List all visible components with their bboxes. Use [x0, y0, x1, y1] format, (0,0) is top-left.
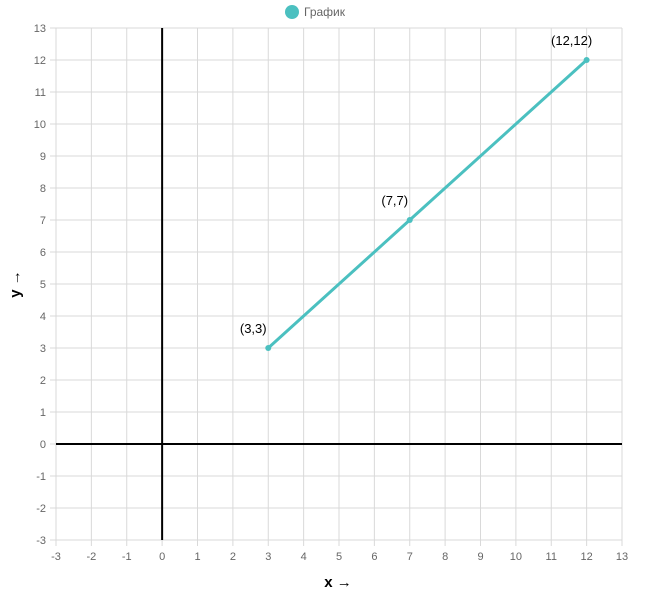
x-tick-label: 10 — [510, 551, 522, 563]
y-tick-label: 13 — [34, 23, 46, 35]
x-tick-label: -2 — [86, 551, 96, 563]
y-tick-label: -3 — [36, 535, 46, 547]
data-point[interactable] — [406, 217, 413, 223]
x-tick-labels: -3 -2 -1 0 1 2 3 4 5 6 7 8 9 10 11 12 13 — [51, 551, 628, 563]
data-point[interactable] — [265, 345, 272, 351]
x-tick-label: 2 — [230, 551, 236, 563]
x-tick-label: 6 — [371, 551, 377, 563]
y-tick-label: 4 — [40, 311, 46, 323]
legend-label: График — [304, 5, 346, 19]
x-tick-label: 7 — [407, 551, 413, 563]
y-tick-label: 11 — [35, 87, 46, 99]
x-tick-label: 8 — [442, 551, 448, 563]
y-tick-label: 3 — [40, 343, 46, 355]
y-tick-label: 9 — [40, 151, 46, 163]
data-point-label: (12,12) — [551, 33, 592, 48]
y-tick-label: 0 — [40, 439, 46, 451]
x-tick-label: -1 — [122, 551, 132, 563]
x-tick-label: 11 — [546, 551, 557, 563]
series: (3,3) (7,7) (12,12) — [240, 33, 592, 351]
y-tick-label: 8 — [40, 183, 46, 195]
x-tick-label: 0 — [159, 551, 165, 563]
y-tick-label: -2 — [36, 503, 46, 515]
y-tick-label: 6 — [40, 247, 46, 259]
x-tick-label: 3 — [265, 551, 271, 563]
x-tick-label: 13 — [616, 551, 628, 563]
series-line — [267, 58, 588, 350]
data-point-label: (7,7) — [381, 193, 408, 208]
legend-swatch — [285, 5, 299, 19]
y-tick-label: 12 — [34, 55, 46, 67]
grid — [50, 27, 623, 546]
y-tick-label: 10 — [34, 119, 46, 131]
x-axis-title: x → — [324, 574, 352, 591]
y-tick-label: 5 — [40, 279, 46, 291]
zero-axes — [56, 28, 622, 540]
y-tick-label: -1 — [36, 471, 46, 483]
x-tick-label: 12 — [581, 551, 593, 563]
data-point[interactable] — [583, 57, 590, 63]
x-tick-label: 9 — [477, 551, 483, 563]
y-tick-label: 2 — [40, 375, 46, 387]
x-tick-label: -3 — [51, 551, 61, 563]
y-axis-title: y → — [7, 270, 24, 298]
data-point-label: (3,3) — [240, 321, 267, 336]
y-tick-label: 1 — [40, 407, 46, 419]
x-tick-label: 4 — [301, 551, 307, 563]
y-tick-label: 7 — [40, 215, 46, 227]
x-tick-label: 5 — [336, 551, 342, 563]
legend[interactable]: График — [285, 5, 346, 19]
x-tick-label: 1 — [194, 551, 200, 563]
